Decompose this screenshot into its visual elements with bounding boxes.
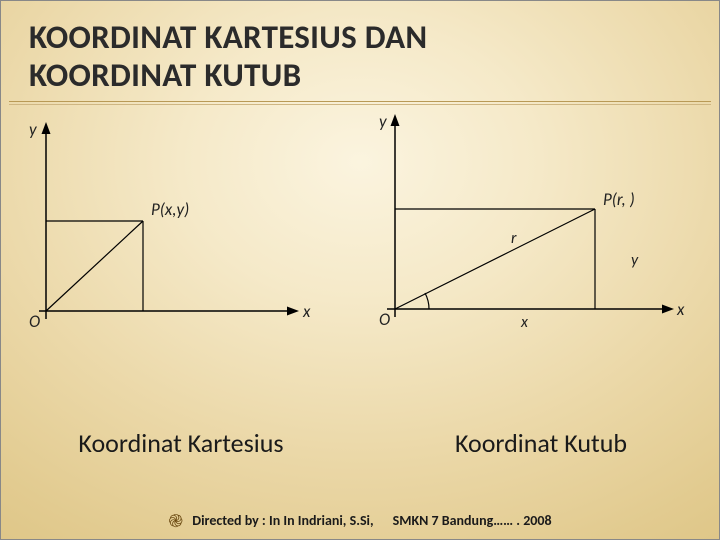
point-label: P(x,y) xyxy=(151,199,189,220)
diagram-polar: y x O P(r, ) r y x xyxy=(371,109,720,429)
footer-left: Directed by : In In Indriani, S.Si, xyxy=(192,512,373,529)
y-axis-label: y xyxy=(29,119,37,140)
title-rule xyxy=(9,101,711,102)
title-line2: KOORDINAT KUTUB xyxy=(29,55,301,95)
cartesian-svg: y x O P(x,y) xyxy=(11,109,371,429)
title-rule-thin xyxy=(9,104,711,105)
title-line1: KOORDINAT KARTESIUS DAN xyxy=(29,17,427,57)
diagram-cartesian: y x O P(x,y) xyxy=(11,109,371,429)
point-label: P(r, ) xyxy=(603,189,635,210)
diagram-area: y x O P(x,y) y x xyxy=(1,109,720,469)
x-axis-label: x xyxy=(302,301,311,322)
footer: ֎ Directed by : In In Indriani, S.Si, SM… xyxy=(1,509,719,533)
caption-cartesian: Koordinat Kartesius xyxy=(1,427,361,459)
y-axis-label: y xyxy=(379,111,387,132)
swirl-icon: ֎ xyxy=(168,509,183,533)
guide-diagonal xyxy=(46,221,143,311)
x-axis-label: x xyxy=(676,299,685,320)
caption-polar: Koordinat Kutub xyxy=(361,427,720,459)
polar-svg: y x O P(r, ) r y x xyxy=(371,109,720,429)
slide-title: KOORDINAT KARTESIUS DAN KOORDINAT KUTUB xyxy=(29,19,427,95)
x-run-label: x xyxy=(520,313,529,332)
r-label: r xyxy=(511,229,517,248)
origin-label: O xyxy=(379,309,390,330)
footer-right: SMKN 7 Bandung…… . 2008 xyxy=(393,512,552,529)
origin-label: O xyxy=(29,311,40,332)
y-drop-label: y xyxy=(631,251,639,270)
angle-arc xyxy=(425,293,429,309)
